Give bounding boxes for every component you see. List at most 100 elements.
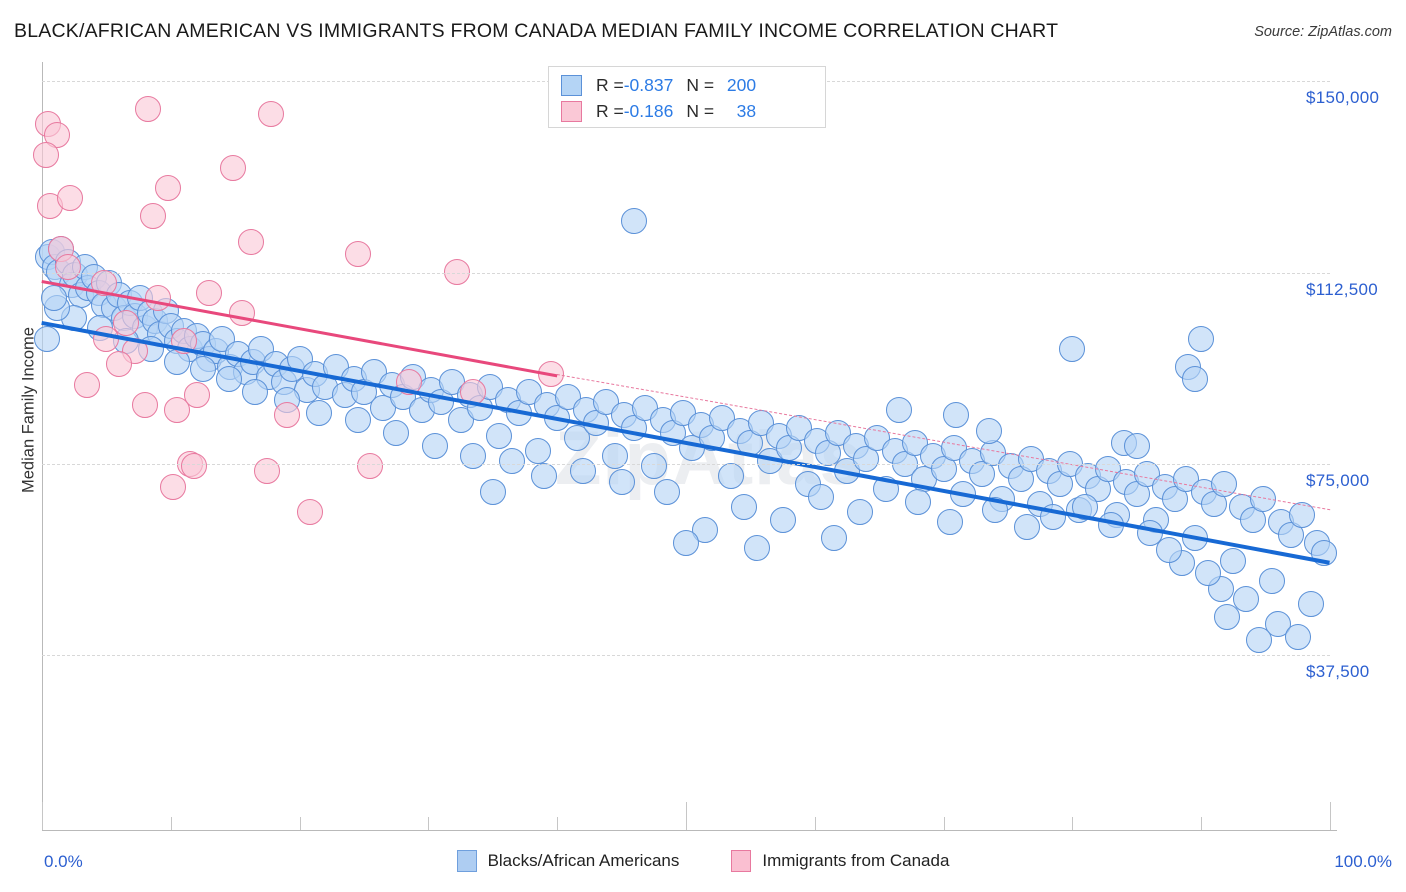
scatter-point[interactable]	[460, 443, 487, 469]
scatter-point[interactable]	[1188, 325, 1215, 352]
x-axis-tick	[815, 817, 816, 830]
scatter-point[interactable]	[743, 534, 770, 561]
scatter-point[interactable]	[93, 325, 120, 352]
scatter-point[interactable]	[1014, 514, 1041, 541]
scatter-point[interactable]	[1246, 626, 1273, 653]
scatter-point[interactable]	[1181, 366, 1208, 393]
scatter-point[interactable]	[155, 175, 182, 202]
scatter-point[interactable]	[975, 417, 1002, 444]
series-legend-item-blacks[interactable]: Blacks/African Americans	[456, 850, 680, 872]
scatter-point[interactable]	[237, 228, 264, 255]
scatter-point[interactable]	[1213, 603, 1240, 630]
scatter-point[interactable]	[228, 300, 255, 327]
scatter-point[interactable]	[383, 420, 410, 447]
scatter-point[interactable]	[344, 407, 371, 434]
series-legend-label-blacks: Blacks/African Americans	[487, 851, 680, 870]
scatter-point[interactable]	[74, 371, 101, 398]
scatter-point[interactable]	[1059, 335, 1086, 362]
scatter-point[interactable]	[937, 509, 964, 536]
scatter-point[interactable]	[653, 478, 680, 505]
scatter-point[interactable]	[344, 241, 371, 268]
scatter-point[interactable]	[57, 185, 84, 212]
scatter-point[interactable]	[673, 529, 699, 556]
scatter-point[interactable]	[215, 366, 242, 393]
scatter-point[interactable]	[34, 325, 61, 352]
scatter-point[interactable]	[679, 435, 706, 462]
scatter-point[interactable]	[40, 284, 67, 311]
scatter-point[interactable]	[160, 473, 187, 500]
scatter-point[interactable]	[1220, 547, 1247, 574]
scatter-point[interactable]	[1297, 590, 1324, 617]
scatter-point[interactable]	[460, 379, 487, 406]
scatter-point[interactable]	[396, 369, 423, 396]
scatter-point[interactable]	[621, 208, 648, 235]
gridline	[42, 273, 1330, 274]
scatter-point[interactable]	[834, 458, 860, 485]
scatter-point[interactable]	[904, 488, 931, 515]
scatter-point[interactable]	[106, 351, 133, 378]
scatter-point[interactable]	[569, 458, 596, 485]
scatter-point[interactable]	[1259, 568, 1286, 595]
scatter-point[interactable]	[258, 101, 285, 128]
scatter-point[interactable]	[190, 356, 216, 383]
scatter-point[interactable]	[1233, 585, 1260, 612]
scatter-point[interactable]	[1072, 494, 1099, 521]
scatter-point[interactable]	[769, 506, 796, 533]
scatter-point[interactable]	[296, 499, 323, 526]
scatter-point[interactable]	[196, 279, 223, 306]
scatter-point[interactable]	[872, 476, 899, 503]
scatter-point[interactable]	[1040, 504, 1067, 531]
scatter-point[interactable]	[1194, 560, 1221, 587]
scatter-point[interactable]	[144, 284, 171, 311]
scatter-point[interactable]	[640, 453, 667, 480]
scatter-point[interactable]	[808, 483, 835, 510]
scatter-point[interactable]	[183, 381, 210, 408]
scatter-point[interactable]	[132, 391, 159, 418]
scatter-point[interactable]	[241, 379, 268, 406]
scatter-point[interactable]	[305, 399, 332, 426]
series-legend-item-canada[interactable]: Immigrants from Canada	[731, 850, 949, 872]
scatter-point[interactable]	[531, 463, 558, 490]
scatter-point[interactable]	[853, 445, 880, 472]
scatter-point[interactable]	[602, 443, 629, 469]
scatter-point[interactable]	[1156, 537, 1182, 564]
scatter-point[interactable]	[885, 397, 912, 424]
scatter-point[interactable]	[1181, 524, 1208, 551]
scatter-point[interactable]	[608, 468, 635, 495]
scatter-point[interactable]	[1250, 486, 1277, 513]
scatter-point[interactable]	[515, 379, 542, 406]
scatter-point[interactable]	[1207, 575, 1234, 602]
scatter-point[interactable]	[821, 524, 848, 551]
scatter-point[interactable]	[139, 203, 166, 230]
scatter-point[interactable]	[357, 453, 384, 480]
scatter-point[interactable]	[1123, 432, 1150, 459]
scatter-point[interactable]	[949, 481, 976, 508]
scatter-point[interactable]	[219, 154, 246, 181]
scatter-point[interactable]	[499, 448, 526, 475]
scatter-point[interactable]	[524, 437, 551, 464]
scatter-point[interactable]	[54, 254, 81, 281]
scatter-point[interactable]	[1098, 511, 1125, 538]
scatter-point[interactable]	[486, 422, 513, 449]
scatter-point[interactable]	[730, 494, 757, 521]
scatter-point[interactable]	[170, 328, 197, 355]
scatter-point[interactable]	[1136, 519, 1163, 546]
scatter-point[interactable]	[443, 259, 470, 286]
scatter-point[interactable]	[134, 96, 161, 123]
scatter-point[interactable]	[982, 496, 1009, 523]
scatter-point[interactable]	[537, 361, 564, 388]
scatter-point[interactable]	[254, 458, 281, 485]
scatter-point[interactable]	[1288, 501, 1315, 528]
scatter-point[interactable]	[32, 141, 59, 168]
scatter-point[interactable]	[421, 432, 448, 459]
scatter-point[interactable]	[846, 499, 873, 526]
scatter-point[interactable]	[943, 402, 970, 429]
scatter-point[interactable]	[180, 453, 207, 480]
scatter-point[interactable]	[1310, 539, 1337, 566]
scatter-point[interactable]	[718, 463, 745, 490]
scatter-point[interactable]	[479, 478, 506, 505]
scatter-point[interactable]	[1211, 471, 1238, 498]
scatter-point[interactable]	[1284, 624, 1311, 651]
scatter-point[interactable]	[273, 402, 300, 429]
gridline	[42, 655, 1330, 656]
